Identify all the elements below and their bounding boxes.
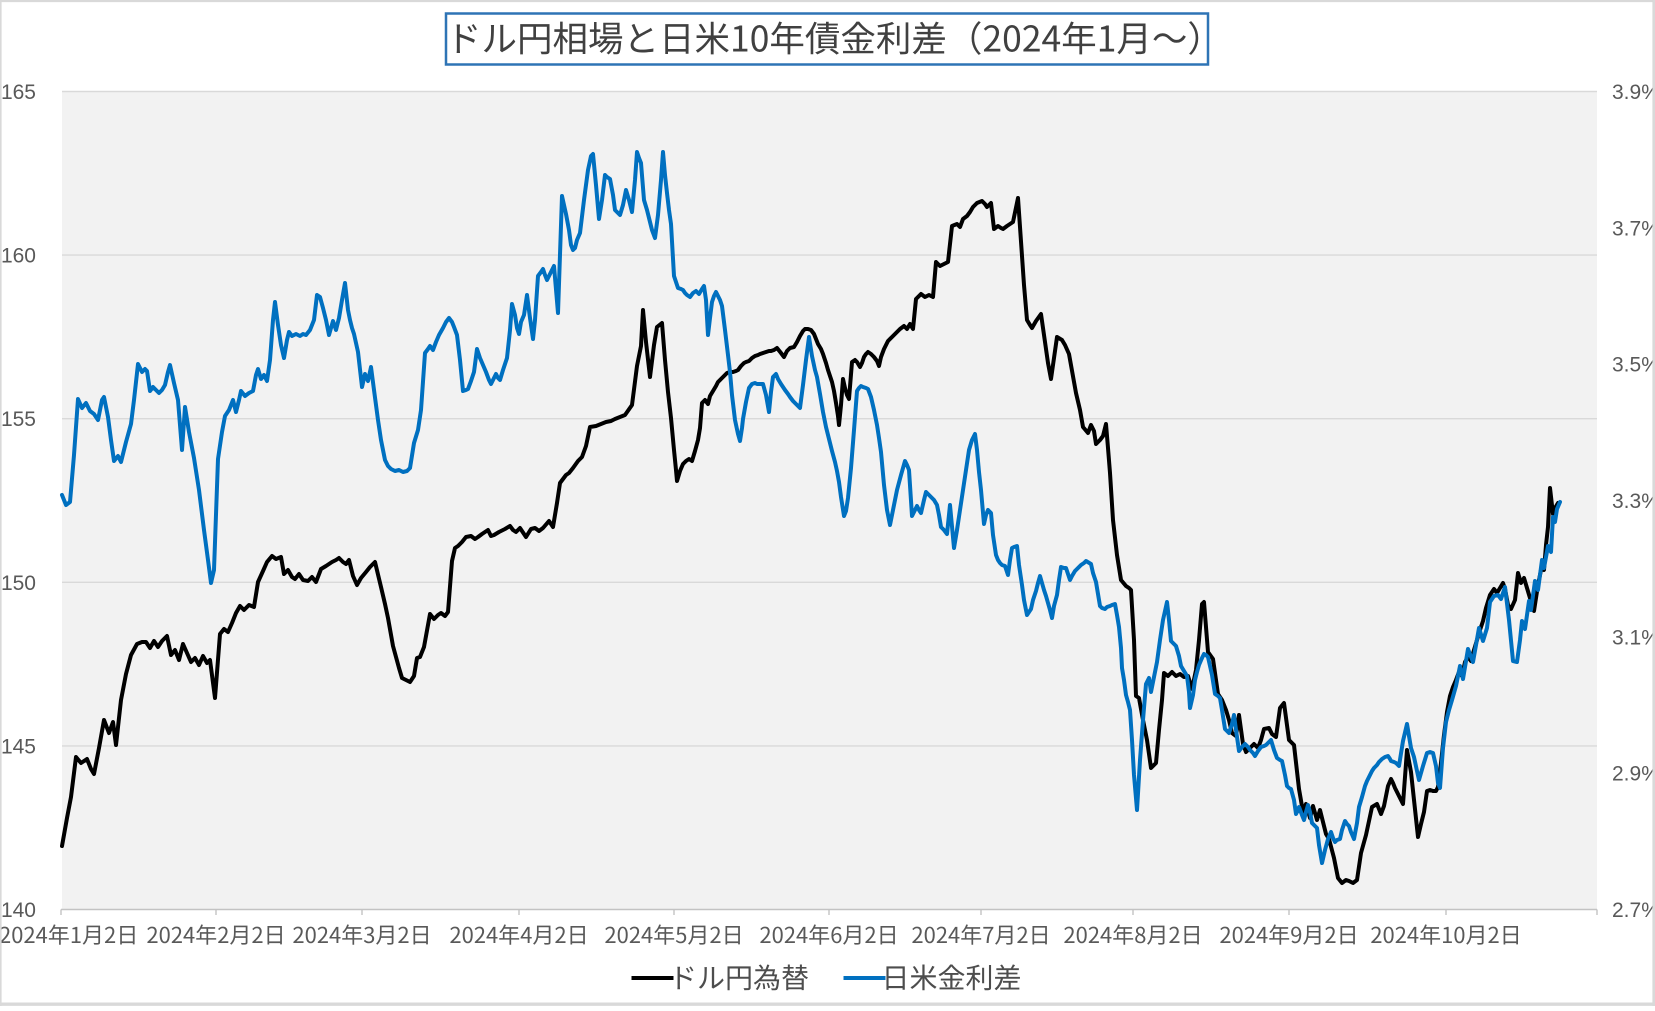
svg-text:3.5%: 3.5% [1612,354,1655,377]
svg-text:145: 145 [1,735,36,758]
svg-text:140: 140 [1,899,36,922]
svg-text:2.9%: 2.9% [1612,763,1655,786]
svg-text:2.7%: 2.7% [1612,899,1655,922]
svg-text:165: 165 [1,81,36,104]
svg-text:3.7%: 3.7% [1612,217,1655,240]
svg-text:3.1%: 3.1% [1612,626,1655,649]
svg-text:3.3%: 3.3% [1612,490,1655,513]
svg-text:160: 160 [1,245,36,268]
svg-text:155: 155 [1,408,36,431]
svg-text:3.9%: 3.9% [1612,81,1655,104]
svg-text:150: 150 [1,572,36,595]
